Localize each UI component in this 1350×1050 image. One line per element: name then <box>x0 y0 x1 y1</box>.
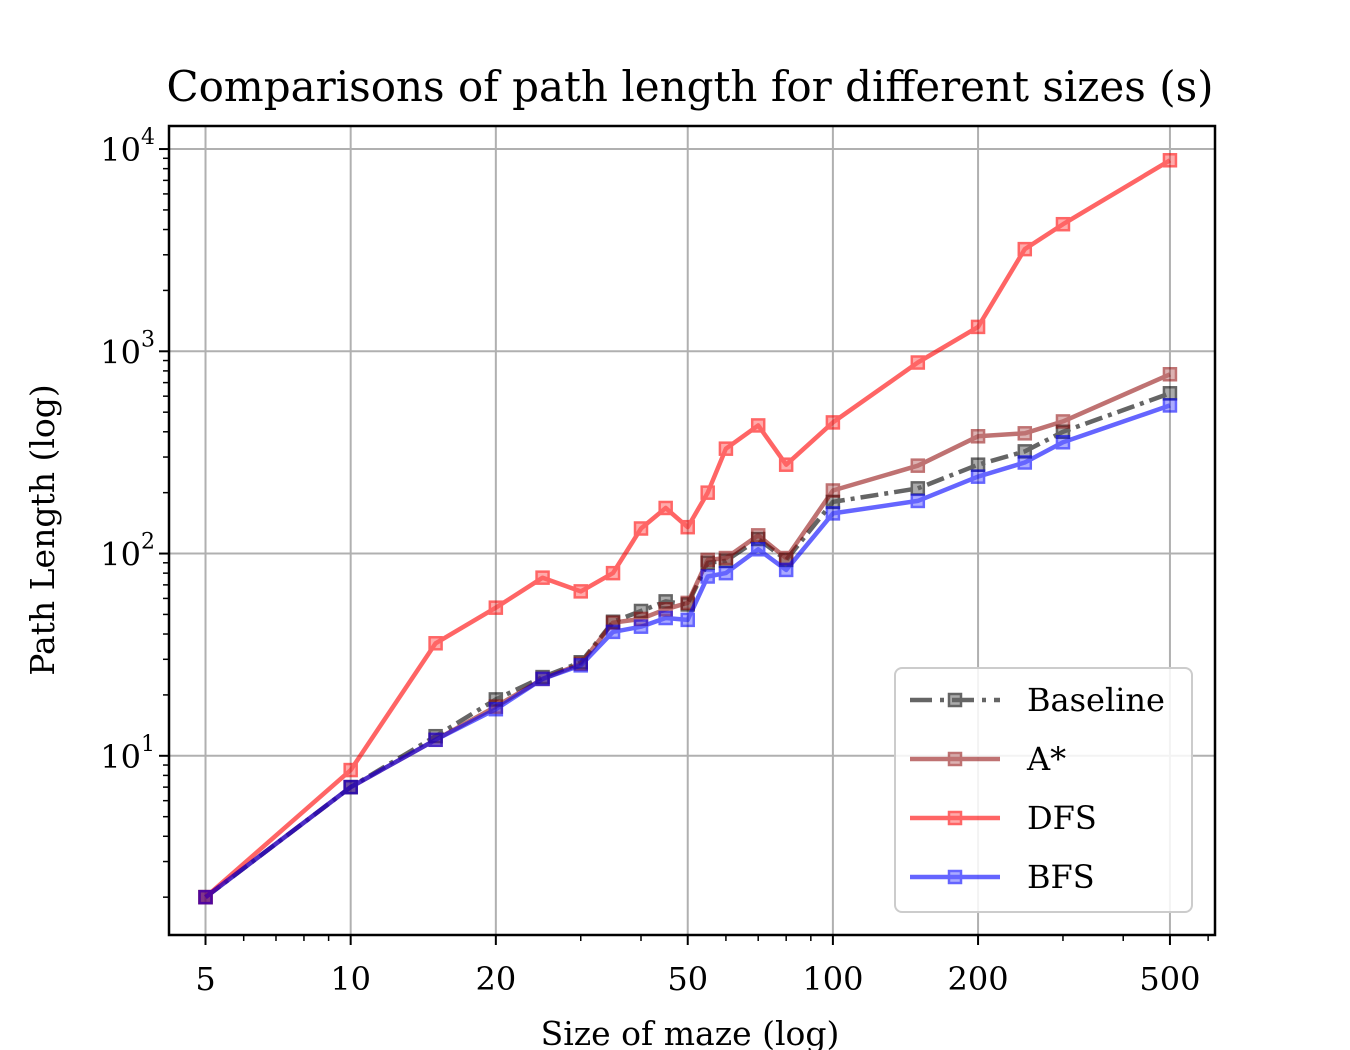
data-point <box>428 732 443 748</box>
data-point <box>778 457 794 472</box>
legend-label: DFS <box>1027 799 1097 837</box>
data-point <box>1017 241 1033 257</box>
data-point <box>778 562 794 578</box>
data-point <box>535 671 550 687</box>
data-point <box>488 701 504 717</box>
data-point <box>605 565 621 581</box>
legend-item: Baseline <box>910 681 1165 719</box>
y-tick-label: 103 <box>100 327 155 371</box>
legend-label: A* <box>1026 740 1066 778</box>
legend-frame <box>894 667 1193 913</box>
x-tick-label: 10 <box>330 960 371 998</box>
data-point <box>573 584 589 599</box>
legend-marker <box>947 869 963 885</box>
data-point <box>1055 414 1071 429</box>
data-point <box>658 610 673 626</box>
data-point <box>605 624 621 640</box>
data-point <box>1055 216 1071 232</box>
data-point <box>1055 435 1071 450</box>
data-point <box>488 600 504 615</box>
x-tick-label: 50 <box>667 960 708 998</box>
legend-marker <box>947 751 963 767</box>
data-point <box>825 506 841 521</box>
data-point <box>343 762 358 778</box>
data-point <box>680 612 695 628</box>
chart-title: Comparisons of path length for different… <box>166 62 1213 111</box>
legend-item: BFS <box>910 858 1095 896</box>
data-point <box>910 458 926 473</box>
x-tick-label: 200 <box>948 960 1009 998</box>
data-point <box>573 658 589 673</box>
data-point <box>825 483 841 498</box>
data-point <box>750 542 766 557</box>
grid <box>169 126 1215 935</box>
data-point <box>970 457 986 472</box>
series-BFS <box>198 398 1178 905</box>
legend-label: Baseline <box>1027 681 1165 719</box>
data-point <box>825 415 841 430</box>
data-point <box>700 485 715 500</box>
legend-label: BFS <box>1027 858 1095 896</box>
data-point <box>910 493 926 509</box>
legend-item: A* <box>910 740 1066 778</box>
data-point <box>718 550 734 566</box>
legend-item: DFS <box>910 799 1097 837</box>
data-point <box>700 569 715 584</box>
data-point <box>1162 153 1178 168</box>
data-point <box>680 519 695 535</box>
x-tick-label: 20 <box>475 960 516 998</box>
series-line <box>204 158 1172 899</box>
y-tick-label: 101 <box>100 732 155 776</box>
data-point <box>1162 386 1178 401</box>
legend-marker <box>947 810 963 826</box>
y-axis-label: Path Length (log) <box>23 384 62 676</box>
data-point <box>633 619 649 634</box>
data-point <box>535 570 550 585</box>
data-point <box>1017 455 1033 470</box>
legend: Baseline A* DFS BFS <box>894 667 1193 913</box>
data-point <box>910 481 926 496</box>
series-line <box>204 403 1171 899</box>
x-tick-label: 500 <box>1139 960 1200 998</box>
data-point <box>700 552 715 568</box>
y-tick-label: 104 <box>100 125 155 169</box>
data-point <box>1162 367 1178 382</box>
x-tick-label: 100 <box>802 960 863 998</box>
data-point <box>970 469 986 484</box>
data-point <box>970 319 986 335</box>
data-point <box>1055 424 1071 440</box>
data-point <box>1162 398 1178 413</box>
series-line <box>204 391 1171 899</box>
data-point <box>910 355 926 370</box>
data-point <box>1017 426 1033 441</box>
data-point <box>658 500 673 516</box>
ticks: 5 10 20 50 100 200 500 101 102 103 104 <box>100 125 1209 998</box>
x-tick-label: 5 <box>195 960 215 998</box>
data-point <box>750 528 766 543</box>
y-tick-label: 102 <box>100 530 155 574</box>
series-layer <box>198 153 1178 905</box>
data-point <box>718 565 734 581</box>
data-point <box>970 429 986 444</box>
data-point <box>750 418 766 433</box>
x-axis-label: Size of maze (log) <box>541 1014 840 1050</box>
plot-frame <box>167 124 1217 937</box>
series-DFS <box>198 153 1178 905</box>
data-point <box>718 441 734 456</box>
data-point <box>343 779 358 795</box>
data-point <box>428 636 443 651</box>
data-point <box>198 889 213 905</box>
legend-marker <box>947 692 963 708</box>
data-point <box>633 521 649 536</box>
